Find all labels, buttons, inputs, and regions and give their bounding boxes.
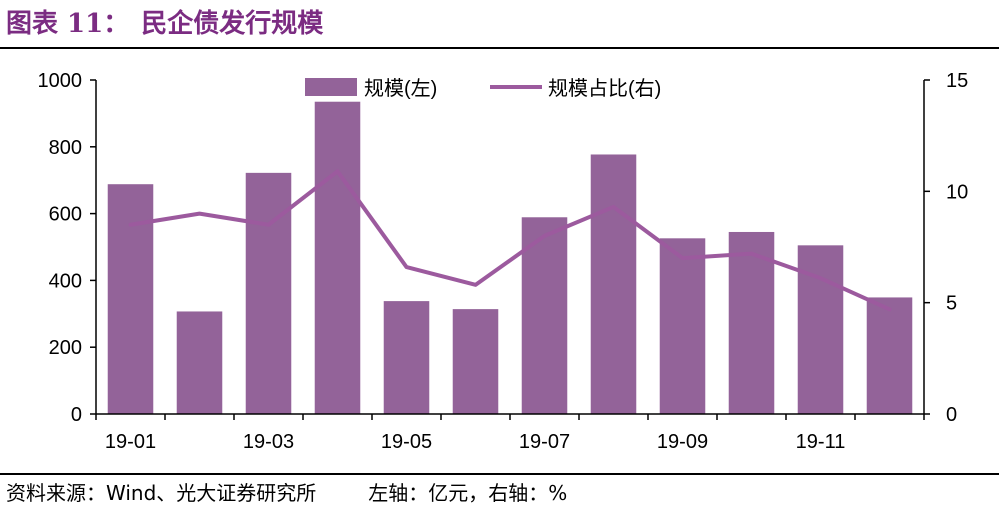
bar-19-05 (383, 301, 430, 414)
right-y-tick-label: 10 (946, 181, 968, 203)
bar-19-12 (866, 297, 913, 414)
bar-19-07 (521, 217, 568, 414)
x-tick-label: 19-03 (243, 431, 294, 453)
left-y-tick-label: 800 (49, 137, 82, 159)
bar-19-02 (176, 311, 223, 414)
right-y-tick-label: 0 (946, 404, 957, 426)
bar-19-10 (728, 231, 775, 414)
bar-19-01 (107, 184, 154, 414)
top-rule (0, 47, 999, 49)
legend: 规模(左) 规模占比(右) (305, 77, 661, 100)
legend-swatch-bar (305, 78, 357, 96)
axes: 0 200 400 600 800 1000 0 5 10 15 19-01 19-03 19-05 19… (38, 70, 969, 453)
bar-19-09 (659, 238, 706, 414)
bar-19-03 (245, 172, 292, 414)
legend-label-line: 规模占比(右) (548, 77, 661, 100)
figure-label: 图表 11： (6, 9, 130, 39)
bar-series (107, 101, 913, 415)
chart-header: 图表 11： 民企债发行规模 (6, 4, 323, 44)
line-series (128, 169, 892, 312)
left-y-tick-label: 400 (49, 270, 82, 292)
legend-label-bar: 规模(左) (364, 77, 437, 100)
bar-19-04 (314, 101, 361, 415)
x-tick-label: 19-01 (105, 431, 156, 453)
bar-19-08 (590, 154, 637, 414)
x-tick-label: 19-09 (657, 431, 708, 453)
chart-title: 民企债发行规模 (141, 9, 324, 39)
left-y-tick-label: 600 (49, 204, 82, 226)
x-tick-label: 19-07 (519, 431, 570, 453)
bottom-rule (0, 473, 999, 475)
left-y-tick-label: 1000 (38, 70, 83, 92)
right-y-tick-label: 15 (946, 70, 968, 92)
bar-19-06 (452, 309, 499, 414)
units-note: 左轴：亿元，右轴：% (368, 481, 568, 505)
line-share-pct (128, 169, 892, 312)
x-tick-label: 19-11 (796, 431, 846, 453)
left-y-tick-label: 200 (49, 337, 82, 359)
x-tick-label: 19-05 (381, 431, 432, 453)
right-y-tick-label: 5 (946, 293, 957, 315)
source-note: 资料来源：Wind、光大证券研究所 (6, 481, 317, 505)
left-y-tick-label: 0 (71, 404, 82, 426)
footer: 资料来源：Wind、光大证券研究所 左轴：亿元，右轴：% (6, 478, 567, 508)
